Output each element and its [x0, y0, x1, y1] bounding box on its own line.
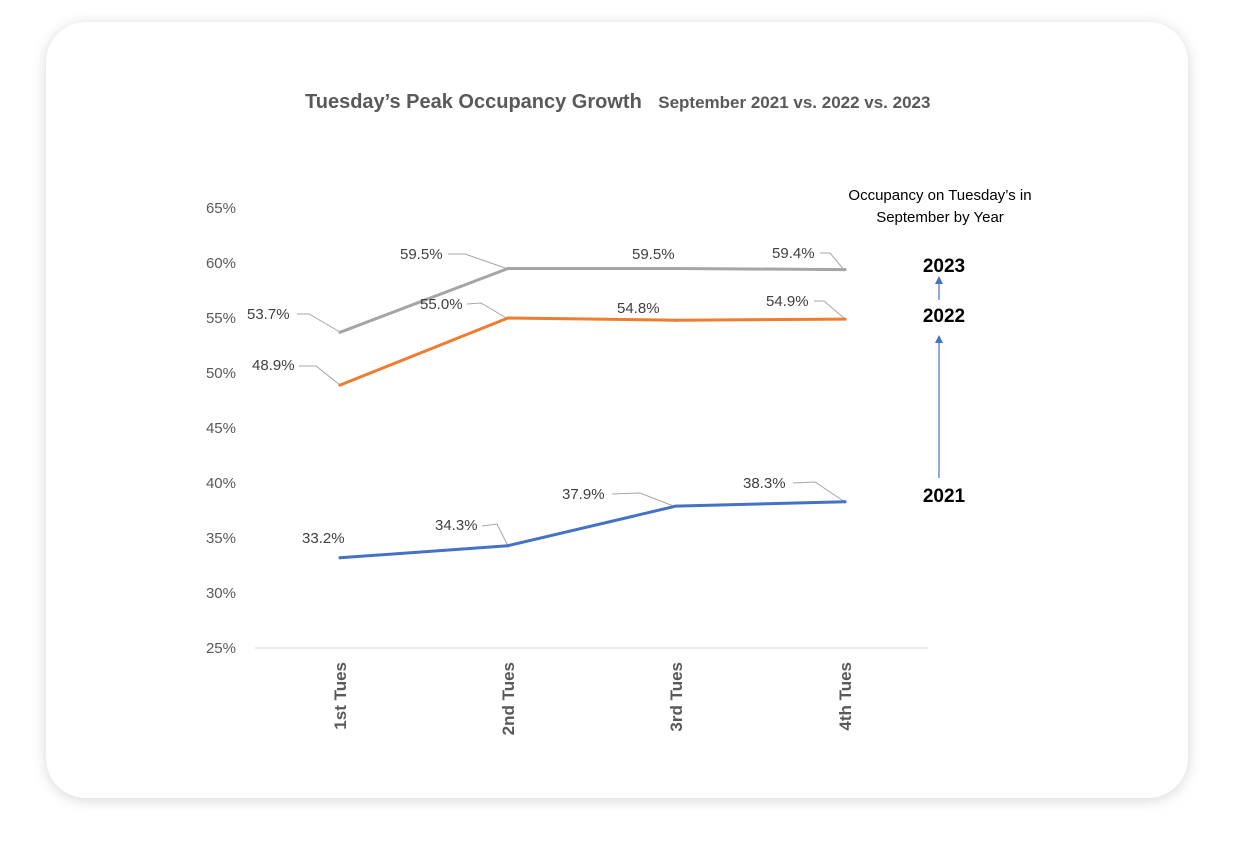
leader-lines [297, 252, 846, 547]
year-label-2022: 2022 [923, 306, 965, 327]
leader-line [297, 313, 341, 333]
data-point-2021 [506, 544, 510, 548]
leader-line [481, 523, 509, 547]
data-point-2023 [674, 267, 678, 270]
leader-line [299, 365, 341, 386]
y-tick-label: 60% [206, 255, 236, 272]
series-lines [338, 267, 847, 560]
y-axis: 25% 30% 35% 40% 45% 50% 55% 60% 65% [206, 200, 236, 657]
data-label-2022: 55.0% [420, 296, 463, 313]
x-tick-label: 2nd Tues [499, 662, 518, 735]
leader-line [611, 492, 677, 508]
y-tick-label: 45% [206, 420, 236, 437]
y-tick-label: 55% [206, 310, 236, 327]
y-tick-label: 40% [206, 475, 236, 492]
x-axis: 1st Tues 2nd Tues 3rd Tues 4th Tues [331, 662, 855, 735]
annotation-title-line2: September by Year [876, 209, 1004, 226]
data-point-2023 [843, 268, 847, 272]
y-tick-label: 35% [206, 530, 236, 547]
series-line-2023 [338, 267, 847, 334]
x-tick-label: 3rd Tues [667, 662, 686, 732]
chart-subtitle: September 2021 vs. 2022 vs. 2023 [658, 93, 930, 112]
data-point-2022 [674, 318, 678, 322]
series-line-2022 [338, 316, 847, 387]
data-label-2021: 37.9% [562, 486, 605, 503]
data-label-2021: 33.2% [302, 530, 345, 547]
data-point-2023 [338, 330, 342, 334]
data-label-2022: 54.8% [617, 300, 660, 317]
leader-line [820, 252, 846, 272]
leader-line [448, 253, 509, 270]
chart-title-main: Tuesday’s Peak Occupancy Growth [305, 91, 642, 113]
y-tick-label: 50% [206, 365, 236, 382]
arrowhead-lower [935, 335, 943, 343]
leader-line [814, 300, 846, 320]
data-point-2021 [338, 556, 342, 560]
data-label-2021: 38.3% [743, 475, 786, 492]
data-label-2021: 34.3% [435, 517, 478, 534]
chart-title: Tuesday’s Peak Occupancy Growth Septembe… [305, 91, 930, 113]
year-annotation: Occupancy on Tuesday’s in September by Y… [848, 187, 1031, 507]
data-point-2022 [843, 317, 847, 321]
data-point-2022 [338, 383, 342, 387]
x-tick-label: 4th Tues [836, 662, 855, 731]
y-tick-label: 25% [206, 640, 236, 657]
data-label-2022: 54.9% [766, 293, 809, 310]
leader-line [466, 302, 509, 320]
data-label-2022: 48.9% [252, 357, 295, 374]
x-tick-label: 1st Tues [331, 662, 350, 730]
data-point-2021 [843, 500, 847, 504]
leader-line [792, 481, 846, 503]
data-label-2023: 59.5% [632, 246, 675, 263]
series-line-2021 [338, 500, 847, 560]
year-label-2023: 2023 [923, 256, 965, 277]
year-label-2021: 2021 [923, 486, 966, 507]
y-tick-label: 30% [206, 585, 236, 602]
arrowhead-upper [935, 276, 943, 284]
data-point-2022 [506, 316, 510, 320]
data-labels: 33.2% 34.3% 37.9% 38.3% 48.9% 55.0% 54.8% 54.9%… [247, 245, 815, 547]
data-label-2023: 59.4% [772, 245, 815, 262]
data-point-2021 [674, 504, 678, 508]
data-point-2023 [506, 267, 510, 270]
y-tick-label: 65% [206, 200, 236, 217]
data-label-2023: 59.5% [400, 246, 443, 263]
chart-card [46, 22, 1188, 798]
data-label-2023: 53.7% [247, 306, 290, 323]
annotation-title-line1: Occupancy on Tuesday’s in [848, 187, 1031, 204]
